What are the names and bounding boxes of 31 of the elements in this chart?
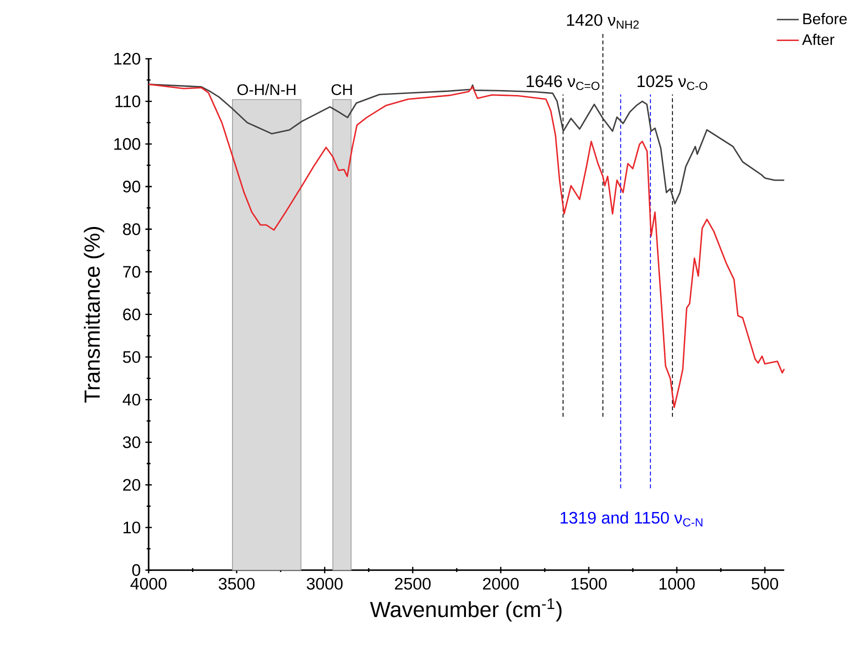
annotation: 1319 and 1150 ν$_{C-N}$	[560, 511, 702, 527]
y-tick-label: 10	[124, 522, 140, 534]
legend-label: After	[802, 34, 834, 46]
y-tick-label: 0	[132, 564, 140, 576]
x-tick-label: 3500	[218, 578, 255, 590]
band-label: CH	[332, 84, 352, 96]
x-tick-label: 500	[752, 578, 778, 590]
y-tick-label: 110	[116, 95, 140, 108]
y-axis-title: Transmittance (%)	[84, 227, 104, 403]
y-tick-label: 30	[122, 436, 140, 448]
band-label: O-H/N-H	[237, 84, 296, 96]
x-tick-label: 2000	[483, 578, 519, 590]
y-tick-label: 120	[114, 52, 140, 65]
y-tick-label: 60	[123, 308, 140, 320]
ref-line-label: 1025 ν$_{C-O}$	[638, 75, 708, 90]
y-tick-label: 20	[123, 478, 140, 491]
y-tick-label: 70	[123, 266, 140, 278]
x-tick-label: 1000	[660, 578, 695, 590]
ref-line-label: 1646 ν$_{C=O}$	[526, 75, 600, 90]
x-tick-label: 3000	[306, 578, 343, 590]
ref-line-label: 1420 ν$_{NH2}$	[567, 14, 639, 29]
x-tick-label: 4000	[130, 578, 167, 590]
x-tick-label: 1500	[571, 578, 607, 590]
legend-label: Before	[803, 12, 847, 24]
y-tick-label: 80	[123, 223, 140, 236]
y-tick-label: 50	[122, 351, 140, 363]
y-tick-label: 40	[122, 394, 140, 406]
y-tick-label: 90	[123, 180, 140, 192]
x-tick-label: 2500	[395, 578, 431, 590]
x-axis-title: Wavenumber (cm$^{-1}$)	[370, 598, 562, 622]
y-tick-label: 100	[114, 138, 140, 150]
